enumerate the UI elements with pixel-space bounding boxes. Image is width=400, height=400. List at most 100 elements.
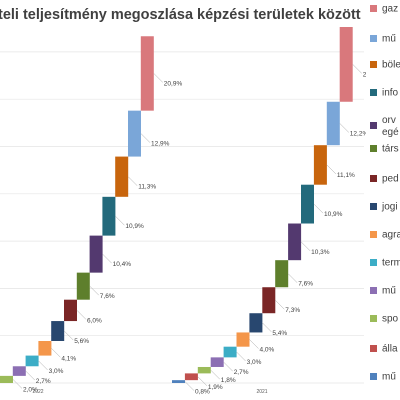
legend-swatch [370, 5, 377, 12]
legend-swatch [370, 259, 377, 266]
data-label-2021-10: 3,0% [247, 359, 262, 366]
bar-2022-5 [89, 235, 103, 273]
leader-line [326, 164, 337, 175]
bar-2022-1 [140, 36, 154, 111]
bar-2022-9 [38, 340, 52, 356]
data-label-2021-12: 1,8% [221, 377, 236, 384]
bar-2021-3 [313, 145, 327, 185]
data-label-2021-11: 2,7% [234, 369, 249, 376]
data-label-2021-6: 7,6% [298, 281, 313, 288]
data-label-2022-3: 11,3% [138, 184, 156, 191]
data-label-2022-2: 12,9% [151, 141, 170, 148]
data-labels: 2,0%2,7%3,0%4,1%5,6%6,0%7,6%10,4%10,9%11… [23, 71, 381, 395]
data-label-2022-9: 4,1% [61, 355, 76, 362]
leader-line [300, 241, 311, 252]
legend-label: álla [382, 344, 398, 355]
legend-label: böle [382, 60, 400, 71]
leader-line [197, 376, 208, 386]
leader-line [102, 253, 112, 264]
leader-line [184, 381, 195, 391]
legend-label: jogi [381, 202, 398, 213]
bar-2021-1 [339, 27, 353, 102]
bar-2022-10 [25, 355, 39, 367]
data-label-2021-4: 10,9% [324, 211, 343, 218]
data-label-2022-5: 10,4% [113, 261, 132, 268]
data-label-2021-8: 5,4% [272, 330, 287, 337]
legend-swatch [370, 287, 377, 294]
leader-line [352, 64, 362, 74]
legend-label: spo [382, 314, 399, 325]
data-label-2022-8: 5,6% [74, 338, 89, 345]
bar-2021-13 [184, 373, 198, 381]
data-label-2022-10: 3,0% [49, 368, 64, 375]
legend-swatch [370, 203, 377, 210]
legend-swatch [370, 35, 377, 42]
bar-2021-4 [301, 184, 314, 224]
data-label-2021-5: 10,3% [311, 249, 330, 256]
bar-2021-11 [210, 357, 224, 367]
chart-title: teli teljesítmény megoszlása képzési ter… [0, 7, 361, 23]
bar-2021-6 [275, 260, 289, 288]
legend-swatch [370, 345, 377, 352]
legend-swatch [370, 175, 377, 182]
bar-2021-5 [288, 223, 302, 261]
bar-2021-8 [249, 313, 263, 333]
legend: gaz mű böle info orv egé társ ped jogi agra term mű… [366, 0, 400, 400]
data-label-2022-7: 6,0% [87, 317, 102, 324]
leader-line [115, 216, 125, 226]
data-label-2022-1: 20,9% [164, 80, 183, 87]
legend-swatch [370, 145, 377, 152]
legend-swatch [370, 122, 377, 129]
data-label-2021-9: 4,0% [260, 347, 275, 354]
leader-line [339, 123, 349, 133]
leader-line [153, 73, 163, 83]
bar-2022-3 [115, 156, 129, 197]
bar-2022-12 [0, 375, 13, 383]
data-label-2022-11: 2,7% [36, 378, 51, 385]
bar-2022-7 [64, 299, 77, 322]
legend-swatch [370, 61, 377, 68]
bar-2022-2 [128, 110, 141, 157]
x-axis-labels: 2022 2021 [32, 389, 267, 395]
data-label-2021-14: 0,8% [195, 389, 210, 396]
leader-line [51, 348, 61, 358]
legend-swatch [370, 231, 377, 238]
bar-2021-2 [326, 101, 340, 146]
legend-label: ped [382, 174, 399, 185]
leader-line [223, 361, 233, 372]
leader-line [64, 330, 74, 341]
leader-line [313, 203, 324, 214]
data-label-2022-12: 2,0% [23, 386, 38, 393]
bar-2021-14 [172, 380, 185, 383]
bar-2022-8 [51, 321, 65, 341]
leader-line [288, 273, 298, 283]
legend-label: mű [382, 372, 396, 383]
legend-swatch [370, 315, 377, 322]
data-label-2022-4: 10,9% [125, 223, 144, 230]
bar-2021-10 [223, 346, 237, 358]
legend-label: gaz [382, 4, 398, 15]
legend-label: info [382, 88, 399, 99]
leader-line [140, 133, 151, 143]
leader-line [76, 310, 87, 320]
leader-line [210, 370, 220, 380]
data-label-2021-3: 11,1% [337, 172, 355, 179]
leader-line [12, 379, 23, 389]
legend-label: orv egé [382, 115, 399, 138]
leader-line [25, 370, 35, 381]
x-axis-label-2021: 2021 [256, 389, 267, 395]
bar-2022-4 [102, 196, 116, 236]
bar-2022-6 [76, 272, 90, 300]
leader-lines [12, 64, 362, 391]
leader-line [275, 300, 285, 310]
leader-line [262, 322, 272, 333]
bars [0, 27, 353, 383]
x-axis-label-2022: 2022 [32, 389, 43, 395]
legend-swatch [370, 373, 377, 380]
bar-2021-12 [197, 366, 211, 374]
leader-line [38, 360, 48, 371]
legend-label: mű [382, 34, 396, 45]
data-label-2021-2: 12,2% [350, 130, 369, 137]
leader-line [128, 176, 138, 186]
